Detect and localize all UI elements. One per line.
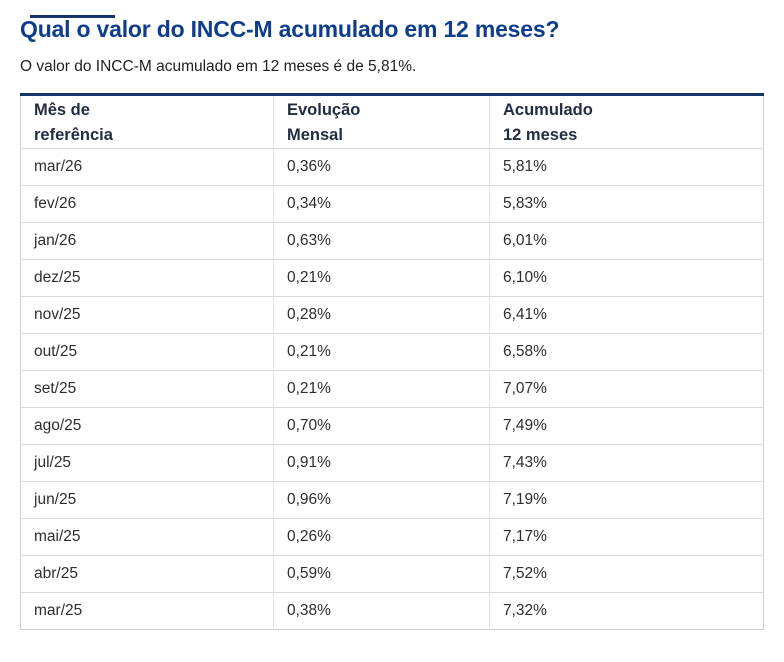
header-line: Mensal xyxy=(287,126,343,144)
table-row: jul/25 0,91% 7,43% xyxy=(20,444,764,482)
monthly-cell: 0,70% xyxy=(273,407,490,445)
month-cell: out/25 xyxy=(20,333,274,371)
table-row: jun/25 0,96% 7,19% xyxy=(20,481,764,519)
header-line: 12 meses xyxy=(503,126,578,144)
table-row: dez/25 0,21% 6,10% xyxy=(20,259,764,297)
month-cell: jan/26 xyxy=(20,222,274,260)
col-header-monthly: Evolução Mensal xyxy=(273,94,490,149)
table-row: mar/25 0,38% 7,32% xyxy=(20,592,764,630)
monthly-cell: 0,59% xyxy=(273,555,490,593)
accumulated-cell: 5,81% xyxy=(489,148,764,186)
header-line: referência xyxy=(34,126,113,144)
monthly-cell: 0,21% xyxy=(273,259,490,297)
table-header-row: Mês de referência Evolução Mensal Acumul… xyxy=(21,94,764,149)
accumulated-cell: 6,01% xyxy=(489,222,764,260)
table-row: abr/25 0,59% 7,52% xyxy=(20,555,764,593)
page-subtitle: O valor do INCC-M acumulado em 12 meses … xyxy=(20,58,417,75)
table-row: out/25 0,21% 6,58% xyxy=(20,333,764,371)
table-row: ago/25 0,70% 7,49% xyxy=(20,407,764,445)
month-cell: mar/25 xyxy=(20,592,274,630)
page-title: Qual o valor do INCC-M acumulado em 12 m… xyxy=(20,16,560,42)
accumulated-cell: 7,32% xyxy=(489,592,764,630)
accumulated-cell: 7,43% xyxy=(489,444,764,482)
monthly-cell: 0,63% xyxy=(273,222,490,260)
month-cell: ago/25 xyxy=(20,407,274,445)
monthly-cell: 0,91% xyxy=(273,444,490,482)
header-line: Evolução xyxy=(287,101,361,119)
accumulated-cell: 7,19% xyxy=(489,481,764,519)
top-accent-line xyxy=(30,15,115,18)
accumulated-cell: 7,52% xyxy=(489,555,764,593)
table-row: mar/26 0,36% 5,81% xyxy=(20,148,764,186)
monthly-cell: 0,26% xyxy=(273,518,490,556)
accumulated-cell: 7,49% xyxy=(489,407,764,445)
table-row: set/25 0,21% 7,07% xyxy=(20,370,764,408)
month-cell: dez/25 xyxy=(20,259,274,297)
month-cell: nov/25 xyxy=(20,296,274,334)
monthly-cell: 0,28% xyxy=(273,296,490,334)
header-line: Acumulado xyxy=(503,101,593,119)
month-cell: abr/25 xyxy=(20,555,274,593)
col-header-accumulated: Acumulado 12 meses xyxy=(489,94,764,149)
month-cell: jun/25 xyxy=(20,481,274,519)
month-cell: fev/26 xyxy=(20,185,274,223)
header-line: Mês de xyxy=(34,101,90,119)
month-cell: mai/25 xyxy=(20,518,274,556)
monthly-cell: 0,38% xyxy=(273,592,490,630)
accumulated-cell: 7,17% xyxy=(489,518,764,556)
incc-table: Mês de referência Evolução Mensal Acumul… xyxy=(20,93,764,630)
monthly-cell: 0,96% xyxy=(273,481,490,519)
col-header-month: Mês de referência xyxy=(21,95,274,149)
accumulated-cell: 7,07% xyxy=(489,370,764,408)
accumulated-cell: 5,83% xyxy=(489,185,764,223)
accumulated-cell: 6,10% xyxy=(489,259,764,297)
accumulated-cell: 6,41% xyxy=(489,296,764,334)
table-row: nov/25 0,28% 6,41% xyxy=(20,296,764,334)
table-row: fev/26 0,34% 5,83% xyxy=(20,185,764,223)
month-cell: set/25 xyxy=(20,370,274,408)
accumulated-cell: 6,58% xyxy=(489,333,764,371)
monthly-cell: 0,21% xyxy=(273,333,490,371)
monthly-cell: 0,21% xyxy=(273,370,490,408)
table-row: mai/25 0,26% 7,17% xyxy=(20,518,764,556)
table-body: mar/26 0,36% 5,81% fev/26 0,34% 5,83% jan/26 0,… xyxy=(20,148,764,630)
monthly-cell: 0,36% xyxy=(273,148,490,186)
monthly-cell: 0,34% xyxy=(273,185,490,223)
month-cell: jul/25 xyxy=(20,444,274,482)
month-cell: mar/26 xyxy=(20,148,274,186)
table-row: jan/26 0,63% 6,01% xyxy=(20,222,764,260)
